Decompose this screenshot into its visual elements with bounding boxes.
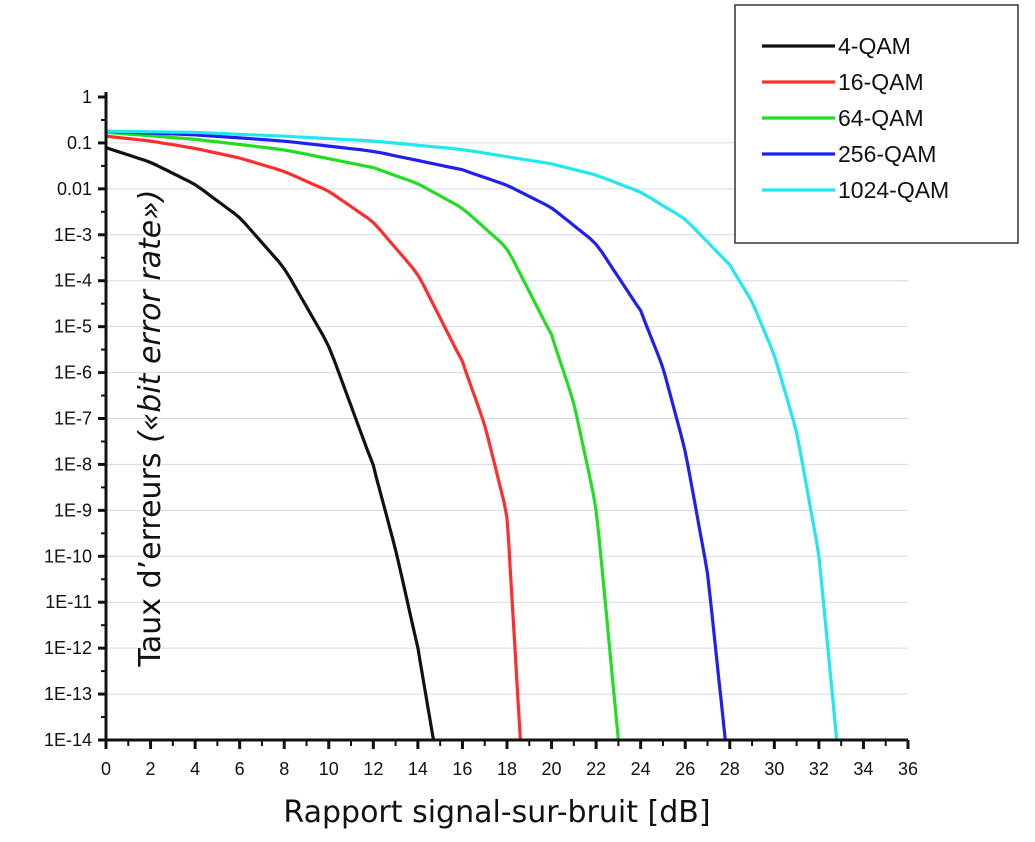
series-line-256-qam bbox=[104, 129, 727, 742]
grid bbox=[106, 142, 908, 695]
y-axis-label-italic: («bit error rate») bbox=[133, 190, 168, 443]
y-tick-label: 1E-11 bbox=[45, 592, 92, 612]
series-line-1024-qam bbox=[104, 129, 839, 742]
y-tick-label: 1E-8 bbox=[54, 454, 92, 474]
x-tick-label: 12 bbox=[363, 759, 383, 779]
y-tick-label: 1E-7 bbox=[54, 409, 92, 429]
y-tick-label: 1 bbox=[82, 87, 92, 107]
x-tick-label: 14 bbox=[408, 759, 428, 779]
x-tick-label: 0 bbox=[101, 759, 111, 779]
series-line-16-qam bbox=[104, 134, 522, 742]
y-tick-label: 1E-12 bbox=[44, 638, 92, 658]
x-tick-label: 10 bbox=[319, 759, 339, 779]
y-tick-label: 1E-14 bbox=[44, 730, 92, 750]
legend-entry: 16-QAM bbox=[838, 69, 924, 95]
x-tick-label: 20 bbox=[542, 759, 562, 779]
y-axis-label-main: Taux d’erreurs bbox=[133, 443, 168, 668]
y-tick-label: 1E-9 bbox=[54, 500, 92, 520]
axes: 1 0.1 0.01 1E-3 1E-4 1E-5 1E-6 1E-7 1E-8 1E-9 1E-1… bbox=[44, 87, 918, 779]
x-tick-label: 16 bbox=[452, 759, 472, 779]
x-tick-label: 26 bbox=[675, 759, 695, 779]
legend-entry: 1024-QAM bbox=[838, 177, 949, 203]
series-line-4-qam bbox=[104, 146, 436, 742]
x-tick-label: 24 bbox=[631, 759, 651, 779]
x-tick-label: 36 bbox=[898, 759, 918, 779]
legend-entry: 64-QAM bbox=[838, 105, 924, 131]
y-tick-label: 1E-10 bbox=[44, 546, 92, 566]
series-lines bbox=[104, 129, 839, 742]
x-tick-label: 28 bbox=[720, 759, 740, 779]
x-axis-label: Rapport signal-sur-bruit [dB] bbox=[283, 795, 710, 830]
legend-entry: 4-QAM bbox=[838, 33, 911, 59]
y-tick-label: 1E-5 bbox=[54, 317, 92, 337]
y-tick-label: 1E-13 bbox=[44, 684, 92, 704]
x-tick-label: 2 bbox=[146, 759, 156, 779]
legend-entry: 256-QAM bbox=[838, 141, 936, 167]
y-axis-label: Taux d’erreurs («bit error rate») bbox=[133, 190, 168, 668]
y-tick-label: 1E-3 bbox=[54, 225, 92, 245]
x-tick-label: 18 bbox=[497, 759, 517, 779]
x-tick-label: 34 bbox=[853, 759, 873, 779]
legend: 4-QAM 16-QAM 64-QAM 256-QAM 1024-QAM bbox=[734, 4, 1019, 244]
x-tick-label: 6 bbox=[235, 759, 245, 779]
x-tick-label: 8 bbox=[279, 759, 289, 779]
y-tick-label: 0.01 bbox=[57, 179, 92, 199]
x-tick-label: 4 bbox=[190, 759, 200, 779]
x-tick-label: 30 bbox=[764, 759, 784, 779]
series-line-64-qam bbox=[104, 130, 620, 742]
y-tick-label: 0.1 bbox=[67, 133, 92, 153]
x-tick-label: 22 bbox=[586, 759, 606, 779]
x-tick-label: 32 bbox=[809, 759, 829, 779]
y-tick-label: 1E-4 bbox=[54, 271, 92, 291]
y-tick-label: 1E-6 bbox=[54, 363, 92, 383]
